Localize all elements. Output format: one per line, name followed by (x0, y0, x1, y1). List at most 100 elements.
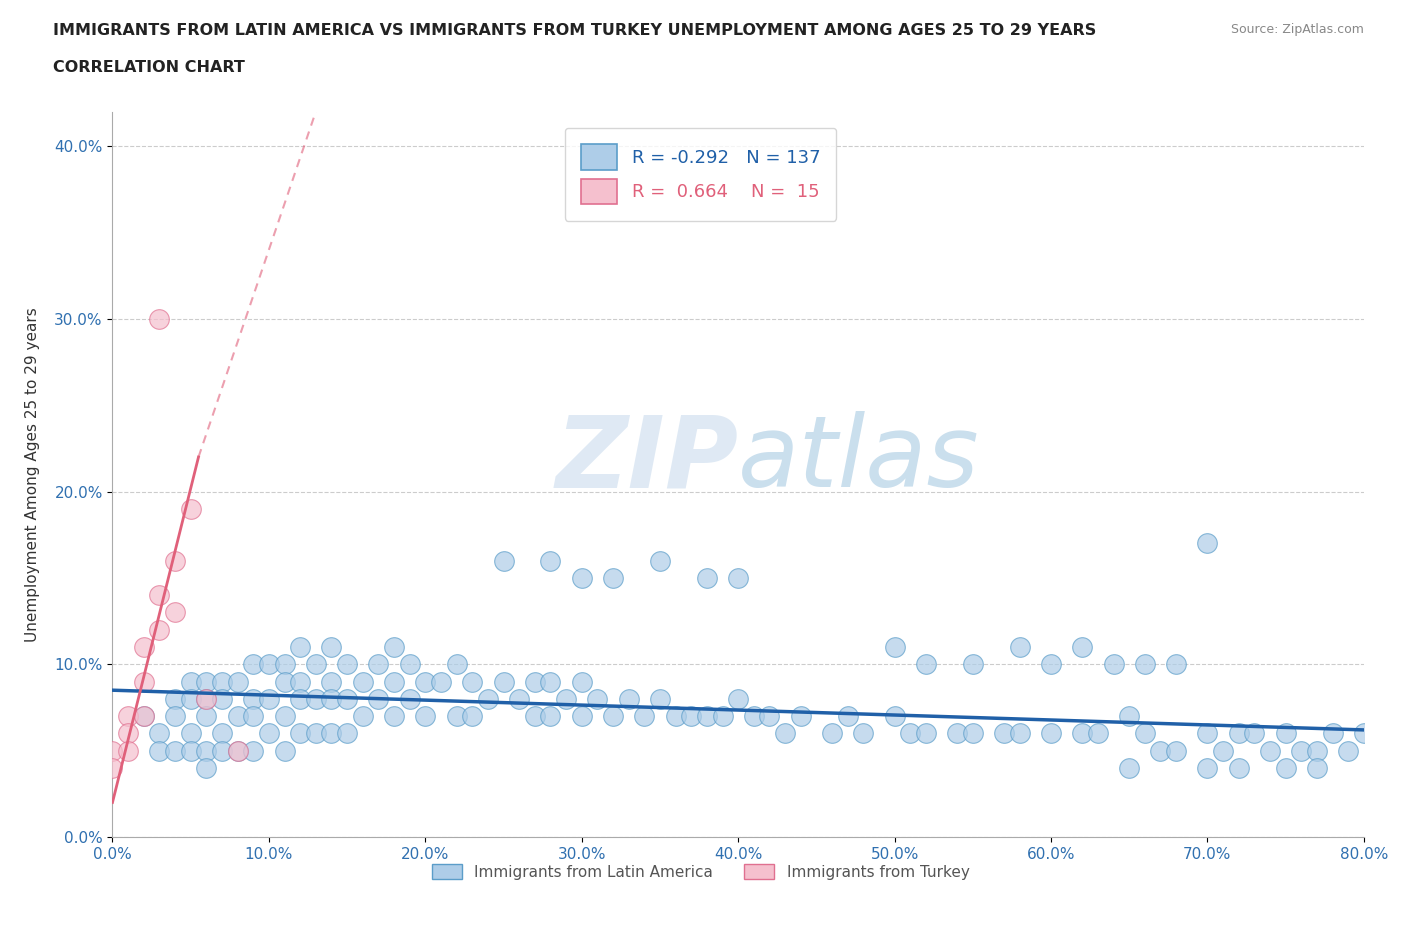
Point (336, 726, 359, 741)
Point (962, 657, 984, 671)
Point (101, 743, 124, 758)
Point (852, 726, 875, 741)
Point (226, 743, 249, 758)
Point (523, 709, 546, 724)
Point (305, 691, 328, 706)
Point (430, 674, 453, 689)
Point (226, 674, 249, 689)
Point (382, 640, 405, 655)
Point (1197, 761, 1219, 776)
Point (617, 691, 640, 706)
Point (242, 657, 264, 671)
Point (273, 674, 295, 689)
Point (117, 709, 139, 724)
Point (586, 691, 609, 706)
Text: ZIP: ZIP (555, 411, 738, 509)
Point (195, 761, 218, 776)
Point (883, 640, 905, 655)
Point (336, 657, 359, 671)
Point (711, 709, 734, 724)
Point (1166, 657, 1188, 671)
Point (226, 743, 249, 758)
Point (367, 691, 389, 706)
Text: CORRELATION CHART: CORRELATION CHART (53, 60, 245, 75)
Point (1337, 743, 1360, 758)
Point (915, 726, 938, 741)
Point (321, 674, 343, 689)
Point (898, 726, 921, 741)
Point (523, 674, 546, 689)
Point (180, 691, 202, 706)
Point (492, 553, 515, 568)
Point (382, 674, 405, 689)
Point (211, 726, 233, 741)
Point (1118, 761, 1140, 776)
Point (195, 691, 218, 706)
Point (415, 709, 437, 724)
Point (290, 726, 312, 741)
Point (1149, 743, 1171, 758)
Point (305, 657, 328, 671)
Point (1118, 709, 1140, 724)
Point (211, 674, 233, 689)
Point (1197, 536, 1219, 551)
Point (305, 726, 328, 741)
Point (1258, 743, 1281, 758)
Point (163, 691, 186, 706)
Point (602, 570, 624, 585)
Point (321, 726, 343, 741)
Point (1133, 657, 1156, 671)
Point (633, 709, 655, 724)
Point (540, 709, 562, 724)
Point (163, 553, 186, 568)
Point (1039, 657, 1063, 671)
Point (117, 743, 139, 758)
Point (180, 726, 202, 741)
Point (398, 657, 420, 671)
Point (148, 588, 170, 603)
Point (915, 657, 938, 671)
Point (290, 674, 312, 689)
Point (773, 726, 796, 741)
Point (290, 691, 312, 706)
Point (132, 640, 155, 655)
Point (681, 709, 703, 724)
Point (790, 709, 813, 724)
Legend: Immigrants from Latin America, Immigrants from Turkey: Immigrants from Latin America, Immigrant… (425, 857, 977, 887)
Point (132, 709, 155, 724)
Point (352, 709, 374, 724)
Point (1243, 726, 1265, 741)
Point (461, 674, 484, 689)
Point (1008, 640, 1031, 655)
Point (1212, 743, 1234, 758)
Point (1306, 761, 1329, 776)
Point (195, 743, 218, 758)
Point (1353, 726, 1375, 741)
Point (477, 691, 499, 706)
Point (180, 501, 202, 516)
Point (163, 605, 186, 620)
Point (195, 709, 218, 724)
Point (1071, 640, 1094, 655)
Point (946, 726, 969, 741)
Point (1039, 726, 1063, 741)
Point (1322, 726, 1344, 741)
Point (273, 743, 295, 758)
Point (883, 709, 905, 724)
Point (962, 726, 984, 741)
Point (180, 743, 202, 758)
Point (321, 691, 343, 706)
Point (571, 570, 593, 585)
Point (1071, 726, 1094, 741)
Point (821, 726, 844, 741)
Point (242, 743, 264, 758)
Point (648, 553, 671, 568)
Point (163, 743, 186, 758)
Point (1087, 726, 1109, 741)
Text: Source: ZipAtlas.com: Source: ZipAtlas.com (1230, 23, 1364, 36)
Point (727, 691, 749, 706)
Point (290, 640, 312, 655)
Point (195, 691, 218, 706)
Point (148, 622, 170, 637)
Point (742, 709, 765, 724)
